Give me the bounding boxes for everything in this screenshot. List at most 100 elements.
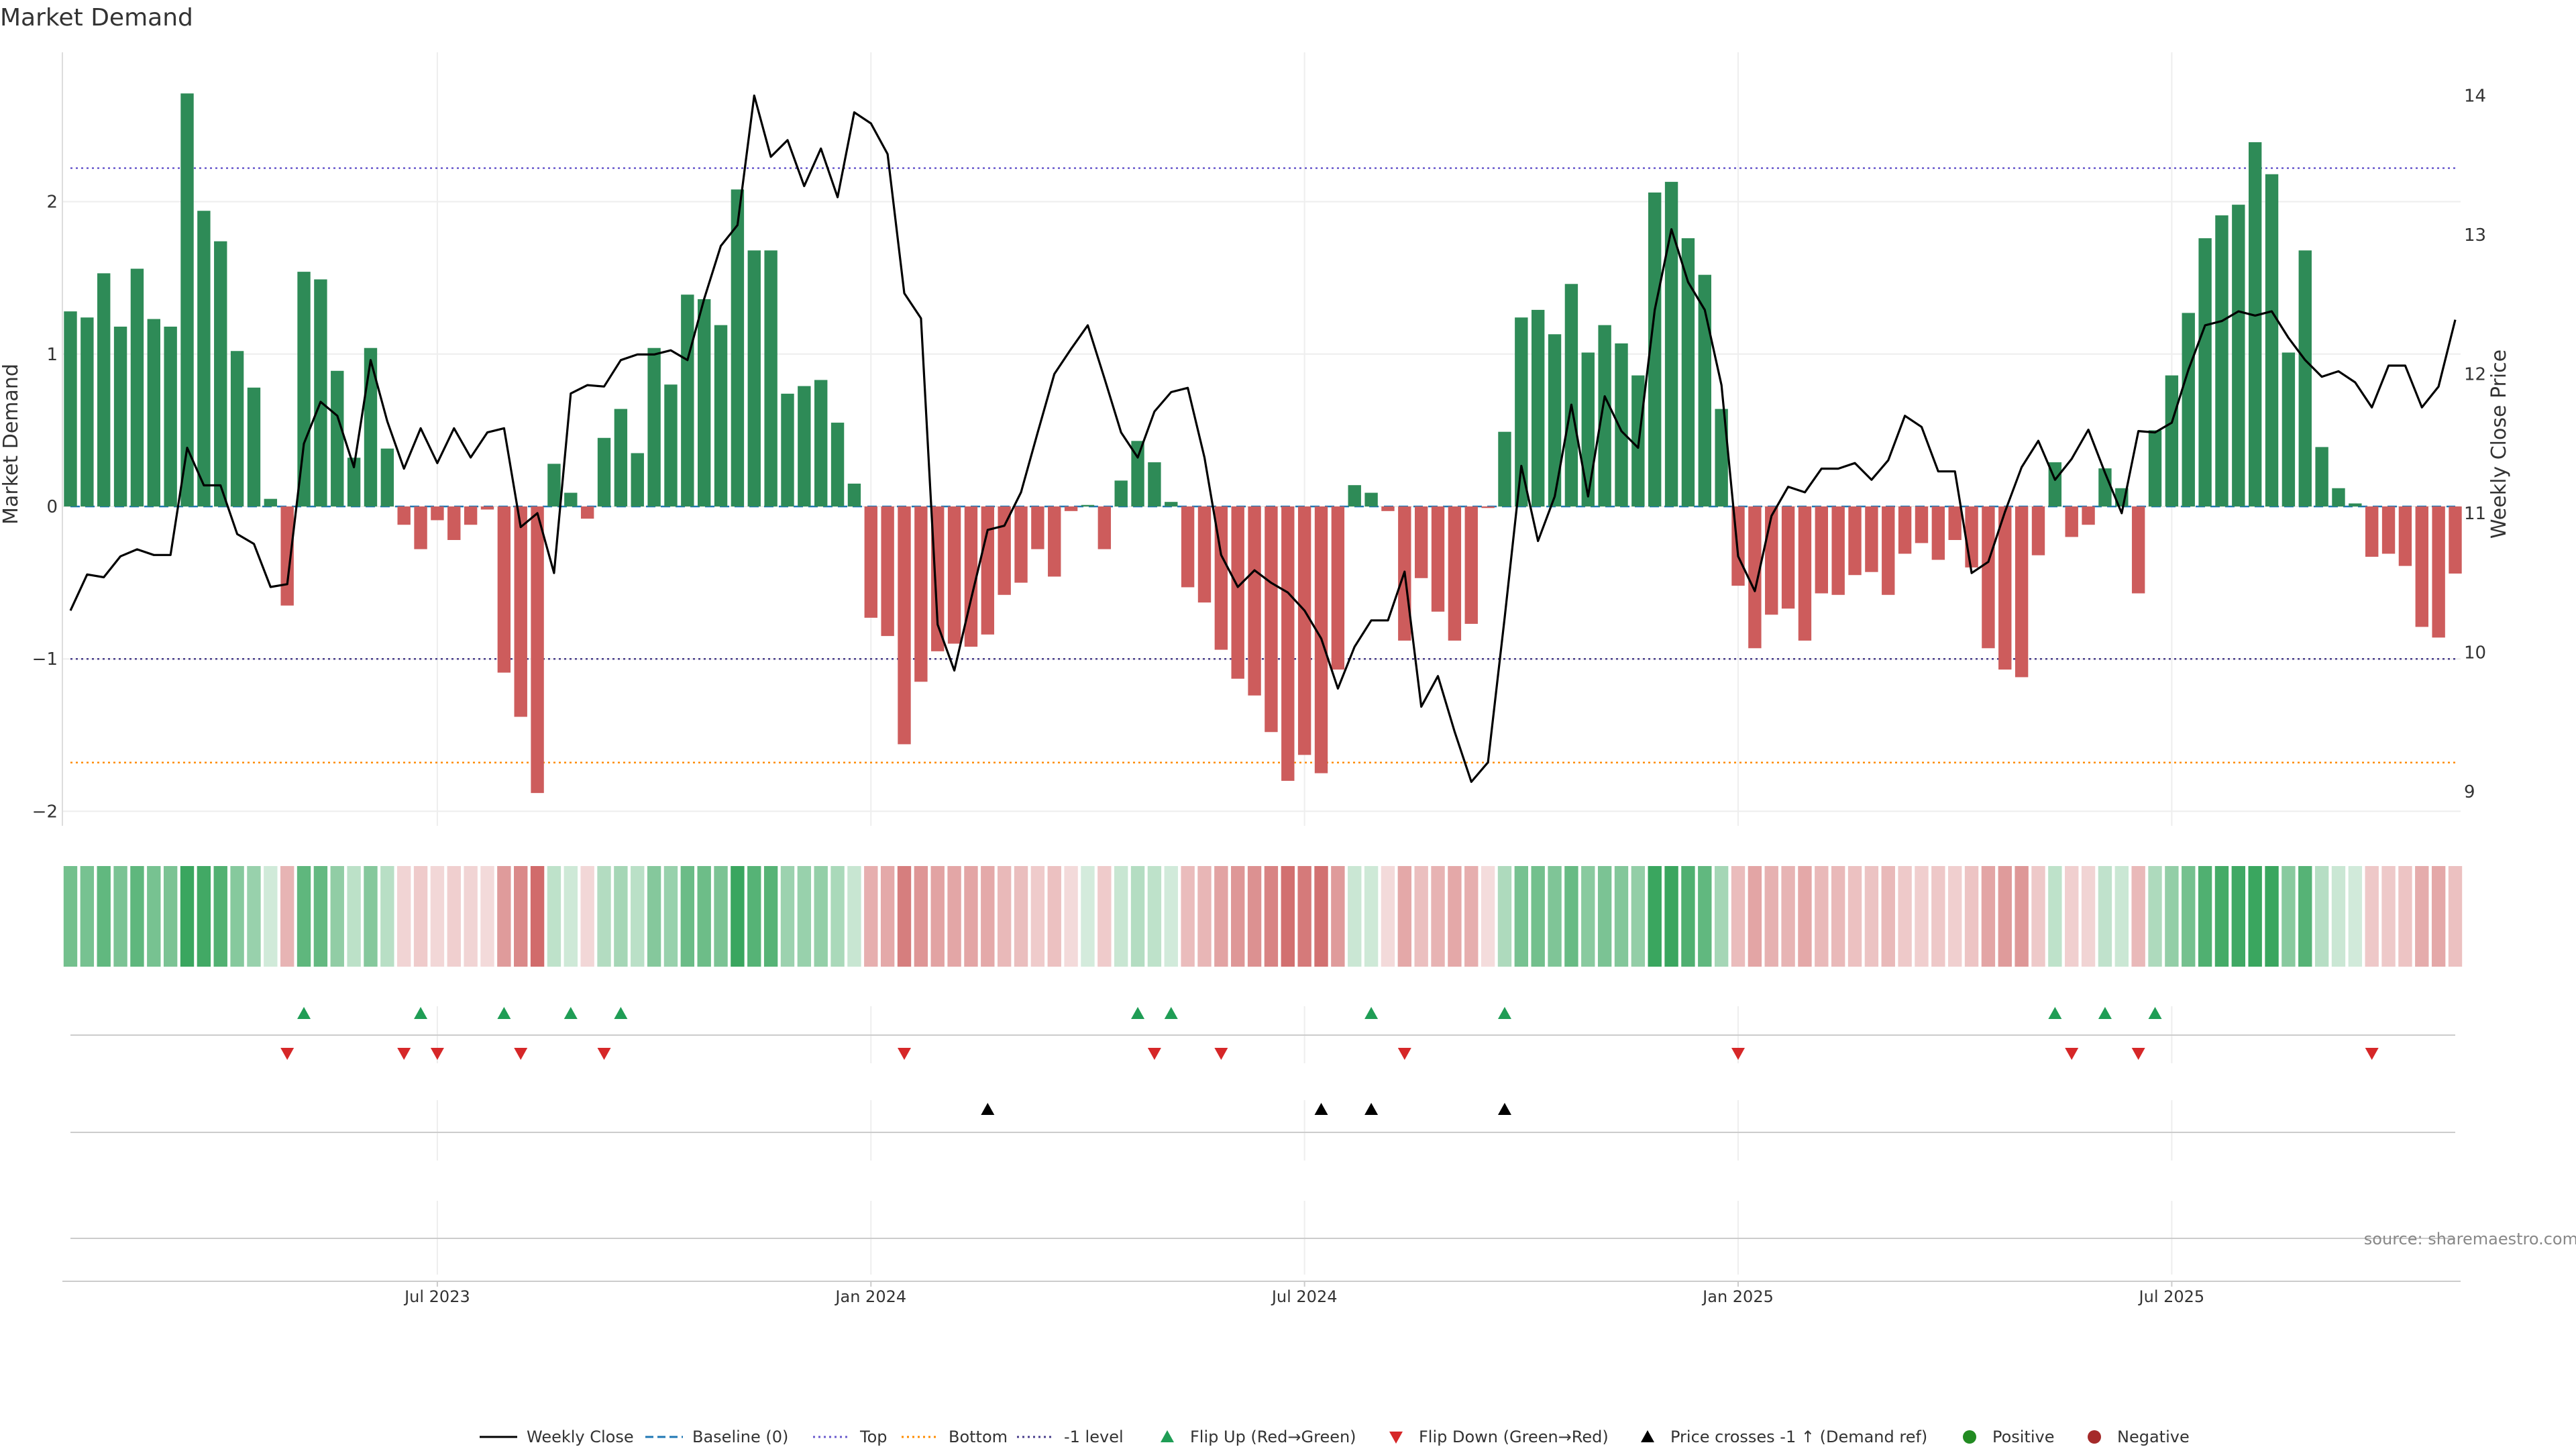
demand-bar (1882, 506, 1895, 595)
heat-cell (947, 866, 961, 967)
sign-panel (70, 1201, 2455, 1275)
legend-label: Price crosses -1 ↑ (Demand ref) (1670, 1428, 1927, 1446)
price-cross-markers (981, 1103, 1511, 1115)
legend-label: Flip Down (Green→Red) (1419, 1428, 1609, 1446)
demand-bar (631, 453, 644, 506)
demand-bar (1414, 506, 1428, 578)
right-tick-label: 11 (2464, 504, 2486, 524)
heat-cell (413, 866, 428, 967)
right-tick-label: 9 (2464, 782, 2475, 802)
demand-bar (2265, 174, 2279, 506)
heat-cell (480, 866, 494, 967)
heat-cell (364, 866, 378, 967)
heat-cell (347, 866, 361, 967)
flip-up-marker (2048, 1007, 2062, 1019)
flip-up-marker (414, 1007, 428, 1019)
demand-bar (1531, 309, 1545, 506)
flip-up-marker (1131, 1007, 1145, 1019)
flip-down-marker (1214, 1048, 1228, 1060)
demand-bar (1148, 462, 1161, 506)
legend-label: Bottom (949, 1428, 1008, 1446)
left-tick-label: −1 (32, 649, 58, 669)
demand-bar (197, 211, 211, 506)
heat-cell (2415, 866, 2429, 967)
flip-up-marker (1497, 1007, 1511, 1019)
demand-bar (1348, 485, 1361, 506)
legend-label: Flip Up (Red→Green) (1190, 1428, 1356, 1446)
heat-cell (1964, 866, 1979, 967)
heat-cell (430, 866, 445, 967)
right-axis-label: Weekly Close Price (2487, 350, 2511, 539)
demand-bar (664, 384, 678, 506)
heat-cell (63, 866, 78, 967)
heat-cell (1281, 866, 1295, 967)
heat-cell (763, 866, 778, 967)
demand-bar (2065, 506, 2078, 537)
flip-up-marker (297, 1007, 311, 1019)
demand-bar (397, 506, 411, 525)
demand-bar (747, 250, 761, 506)
demand-bar (1648, 192, 1662, 506)
demand-bar (2449, 506, 2462, 574)
heat-cell (1314, 866, 1328, 967)
right-tick-label: 14 (2464, 87, 2486, 107)
demand-bar (998, 506, 1011, 595)
heat-cell (614, 866, 628, 967)
heat-cell (1548, 866, 1562, 967)
cross-panel-vgrid (436, 1100, 2173, 1161)
x-axis: Jul 2023 Jan 2024 Jul 2024 Jan 2025 Jul 2025 (62, 1281, 2461, 1306)
heat-cell (564, 866, 578, 967)
demand-bar (1031, 506, 1044, 549)
heat-cell (2398, 866, 2412, 967)
demand-bar (2148, 430, 2162, 506)
demand-bar (531, 506, 544, 794)
heat-cell (1364, 866, 1379, 967)
heat-cell (2015, 866, 2029, 967)
flip-down-marker (430, 1048, 444, 1060)
heat-cell (1014, 866, 1028, 967)
heat-cell (2048, 866, 2062, 967)
legend-label: Weekly Close (527, 1428, 634, 1446)
heat-cell (1564, 866, 1578, 967)
flip-down-marker (1147, 1048, 1161, 1060)
heat-cell (230, 866, 244, 967)
demand-bar (647, 347, 661, 506)
heat-cell (2348, 866, 2363, 967)
heat-cell (1381, 866, 1395, 967)
heat-cell (1798, 866, 1812, 967)
demand-bar (497, 506, 511, 673)
heat-cell (1497, 866, 1512, 967)
heat-cell (2081, 866, 2096, 967)
demand-bar (2298, 250, 2312, 506)
demand-bar (1498, 431, 1511, 506)
heat-cell (1181, 866, 1195, 967)
heat-cell (1881, 866, 1895, 967)
heat-cell (97, 866, 111, 967)
x-axis-ticks: Jul 2023 Jan 2024 Jul 2024 Jan 2025 Jul 2025 (403, 1281, 2204, 1306)
heat-cell (80, 866, 95, 967)
flip-down-marker (2065, 1048, 2079, 1060)
heat-cell (1531, 866, 1545, 967)
heat-cell (1081, 866, 1095, 967)
flip-up-marker (564, 1007, 578, 1019)
legend-swatch-triangle-down (1389, 1432, 1403, 1444)
legend-swatch-dot (1963, 1430, 1976, 1444)
demand-bar (1248, 506, 1261, 696)
heat-cell (2265, 866, 2279, 967)
heat-cell (1264, 866, 1279, 967)
heat-cell (930, 866, 945, 967)
demand-bar (931, 506, 945, 651)
flip-down-marker (2131, 1048, 2145, 1060)
demand-bar (2131, 506, 2145, 594)
heat-cell (1698, 866, 1712, 967)
demand-bar (697, 299, 711, 506)
demand-bar (1431, 506, 1445, 612)
demand-bar (113, 326, 127, 506)
demand-bar (2349, 503, 2362, 506)
heat-cell (2148, 866, 2162, 967)
heat-cell (297, 866, 311, 967)
heat-cell (530, 866, 545, 967)
heat-cell (914, 866, 928, 967)
demand-bar (2031, 506, 2045, 555)
heat-cell (864, 866, 878, 967)
